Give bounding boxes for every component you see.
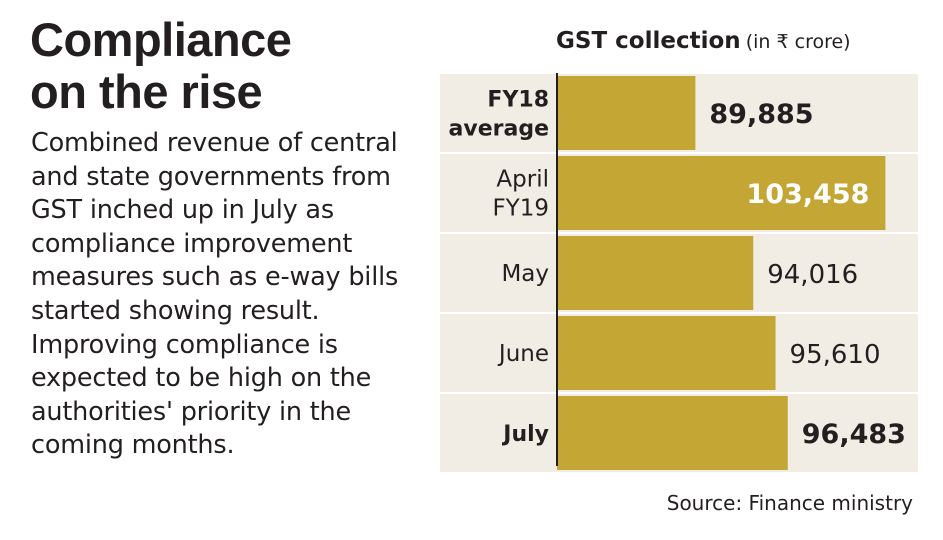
description: Combined revenue of central and state go… [31, 128, 399, 461]
category-label: April FY19 [492, 167, 549, 222]
category-label: FY18 average [449, 88, 549, 142]
bar [557, 236, 754, 310]
bar [557, 396, 788, 470]
chart-title-main: GST collection [556, 28, 741, 54]
bar [557, 76, 696, 150]
bar [557, 156, 886, 230]
source-note: Source: Finance ministry [666, 491, 913, 515]
value-label: 95,610 [790, 340, 881, 370]
category-label: May [501, 261, 549, 287]
value-label: 94,016 [767, 260, 858, 290]
value-label: 103,458 [746, 179, 869, 210]
headline: Compliance on the rise [30, 13, 292, 118]
value-label: 96,483 [802, 419, 906, 450]
bar [557, 316, 776, 390]
category-label: June [497, 341, 549, 367]
value-label: 89,885 [709, 99, 813, 130]
category-label: July [501, 422, 549, 447]
chart-title: GST collection (in ₹ crore) [556, 28, 916, 54]
chart-title-unit: (in ₹ crore) [745, 31, 851, 53]
